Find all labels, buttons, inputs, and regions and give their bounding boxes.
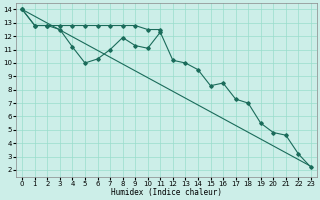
- X-axis label: Humidex (Indice chaleur): Humidex (Indice chaleur): [111, 188, 222, 197]
